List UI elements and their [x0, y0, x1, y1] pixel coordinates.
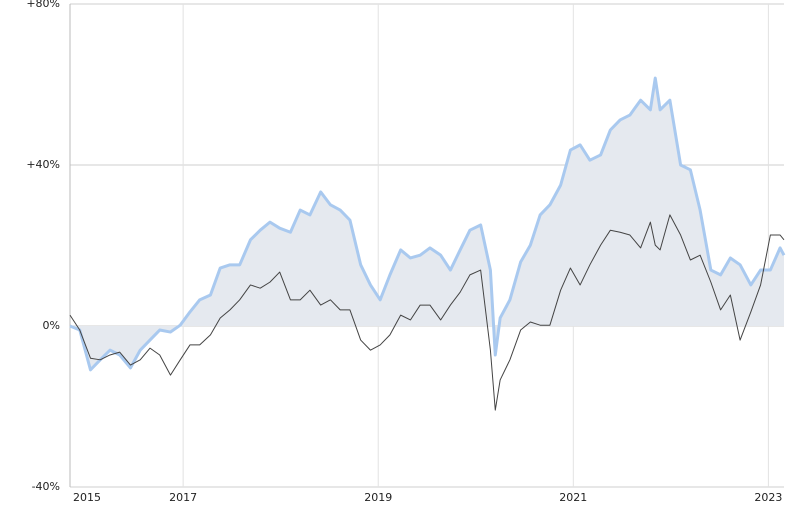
y-tick-label: 0% [43, 319, 60, 332]
series-line [69, 214, 785, 411]
x-tick-label: 2021 [559, 491, 587, 504]
y-tick-label: +40% [26, 158, 60, 171]
x-tick-label: 2023 [754, 491, 782, 504]
x-tick-label: 2017 [169, 491, 197, 504]
y-tick-label: +80% [26, 0, 60, 10]
x-tick-label: 2019 [364, 491, 392, 504]
series-area [70, 78, 784, 370]
series-line [69, 76, 786, 372]
x-tick-label: 2015 [73, 491, 101, 504]
y-tick-label: -40% [32, 480, 60, 493]
